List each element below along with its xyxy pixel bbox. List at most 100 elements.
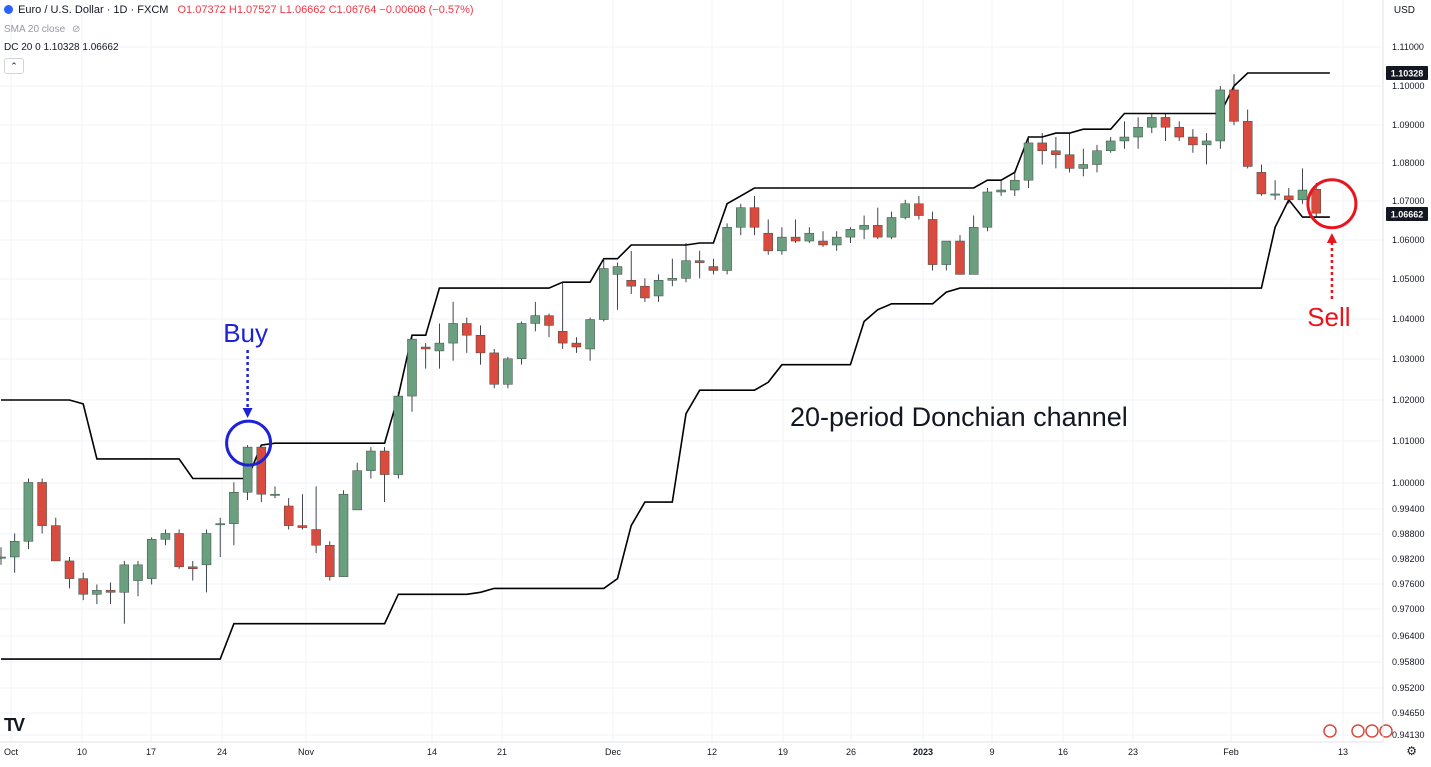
price-badge-label: 1.10328 [1391,69,1424,79]
price-axis-label: 0.94650 [1392,708,1425,718]
candle [873,207,883,240]
price-axis-label: 0.98800 [1392,529,1425,539]
candle-body [544,315,554,326]
candle [982,188,993,232]
candle [503,356,513,389]
candle-body [448,323,458,344]
candle-body [763,232,773,252]
us-flag-event-icon[interactable] [1379,724,1393,738]
price-axis-label: 0.97600 [1392,579,1425,589]
candle-body [201,533,212,566]
candle [640,278,650,302]
candle [694,250,705,279]
candle-body [407,338,417,397]
price-badge[interactable]: 1.10328 [1386,66,1428,80]
candle-body [242,446,253,493]
candle [9,533,20,573]
price-axis-label: 1.00000 [1392,478,1425,488]
buy-arrow-head-icon [242,408,253,418]
candle-body [955,240,965,275]
candle-body [626,280,636,287]
candle-body [297,525,308,528]
candle [37,478,47,534]
price-axis-label: 1.01000 [1392,436,1425,446]
candle [1242,109,1253,169]
candle [1092,144,1102,173]
candle [1010,172,1020,196]
candle [1215,86,1226,149]
ohlc-values: O1.07372 H1.07527 L1.06662 C1.06764 −0.0… [177,4,473,16]
candle-body [1078,164,1089,169]
candle [557,282,568,349]
candle-body [790,236,801,242]
currency-selector[interactable]: USD [1393,5,1415,16]
sma-indicator-legend[interactable]: SMA 20 close ⊘ [4,24,80,35]
candle-body [900,203,910,218]
price-axis[interactable]: 1.11000 1.10000 1.09000 1.08000 1.07000 1.060… [1382,0,1428,742]
time-axis-label: 13 [1338,747,1348,757]
candle-body [804,232,815,242]
tradingview-logo-icon[interactable]: TV [4,715,25,735]
candle [119,560,130,624]
candle-body [256,446,267,495]
dc-indicator-legend[interactable]: DC 20 0 1.10328 1.06662 [4,42,119,53]
candle-body [1201,140,1212,146]
candle [941,240,952,271]
candle [968,215,979,275]
candle-body [393,395,404,475]
candle [462,317,472,353]
dc-indicator-label: DC 20 0 1.10328 1.06662 [4,42,119,53]
candle [914,195,924,220]
candle-body [845,229,856,238]
gear-icon[interactable]: ⚙ [1406,744,1417,758]
us-flag-event-icon[interactable] [1351,724,1365,738]
candle [105,582,116,605]
candle [1174,121,1184,141]
channel-label: 20-period Donchian channel [790,402,1128,432]
candle-body [667,278,678,281]
candle-body [1010,179,1020,191]
candle [1119,121,1130,149]
candle [612,262,623,310]
hidden-eye-icon[interactable]: ⊘ [71,24,81,35]
candle-body [352,470,362,511]
candle-body [1256,172,1267,195]
us-flag-event-icon[interactable] [1323,724,1337,738]
candle-body [927,219,938,265]
candle-body [777,236,787,252]
change-value: −0.00608 (−0.57%) [379,4,474,16]
candle [886,211,897,240]
candle-body [366,450,376,471]
time-axis-label: 2023 [913,747,933,757]
candle [1133,117,1143,149]
symbol-flag-icon [4,5,13,14]
candle [1105,137,1116,153]
price-axis-label: 1.05000 [1392,274,1425,284]
candle [530,301,541,332]
time-axis[interactable]: Oct 10 17 24 Nov 14 21 Dec 12 19 26 2023 9 16 23 Feb 13 [0,741,1383,757]
candle-body [694,260,705,263]
candle [1229,74,1239,126]
candle-body [105,590,116,593]
candle [270,486,280,499]
candle-body [968,227,979,275]
us-flag-event-icon[interactable] [1365,724,1379,738]
candle [681,243,691,283]
candle-body [160,533,171,540]
price-badge[interactable]: 1.06662 [1386,207,1428,221]
time-axis-label: 24 [217,747,227,757]
candle-body [475,334,486,354]
symbol-title[interactable]: Euro / U.S. Dollar · 1D · FXCM [18,4,169,16]
collapse-legend-button[interactable]: ⌃ [4,58,24,74]
candle-body [311,529,321,546]
candle-body [133,564,143,581]
symbol-header: Euro / U.S. Dollar · 1D · FXCM O1.07372 … [4,4,474,16]
sell-marker-circle [1306,178,1358,230]
candle-body [1023,142,1034,181]
candle [845,227,856,243]
candle-body [1147,117,1157,128]
candle-body [708,266,719,271]
candle [927,211,938,271]
